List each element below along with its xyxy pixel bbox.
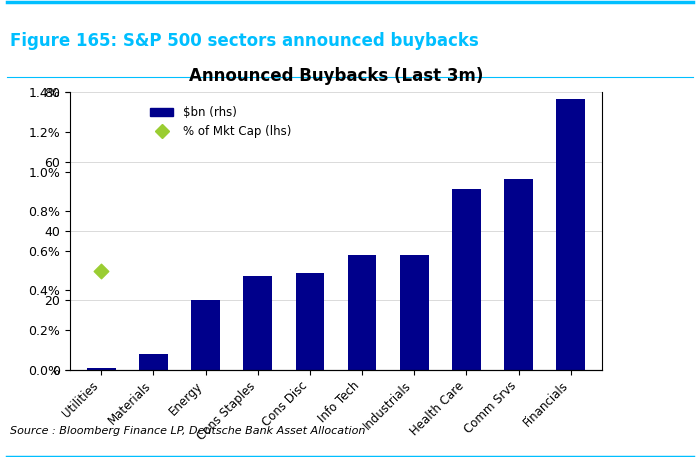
Text: Source : Bloomberg Finance LP, Deutsche Bank Asset Allocation: Source : Bloomberg Finance LP, Deutsche … (10, 426, 366, 436)
Bar (400, 255, 428, 370)
Bar (244, 276, 272, 370)
Title: Announced Buybacks (Last 3m): Announced Buybacks (Last 3m) (189, 67, 483, 85)
Bar (556, 99, 585, 370)
Bar (452, 189, 481, 370)
Point (96, 267, 107, 274)
Text: Figure 165: S&P 500 sectors announced buybacks: Figure 165: S&P 500 sectors announced bu… (10, 32, 480, 50)
Bar (87, 368, 116, 370)
Legend: $bn (rhs), % of Mkt Cap (lhs): $bn (rhs), % of Mkt Cap (lhs) (145, 101, 296, 142)
Bar (504, 179, 533, 370)
Bar (191, 300, 220, 370)
Bar (348, 255, 377, 370)
Bar (295, 273, 324, 370)
Bar (139, 354, 168, 370)
